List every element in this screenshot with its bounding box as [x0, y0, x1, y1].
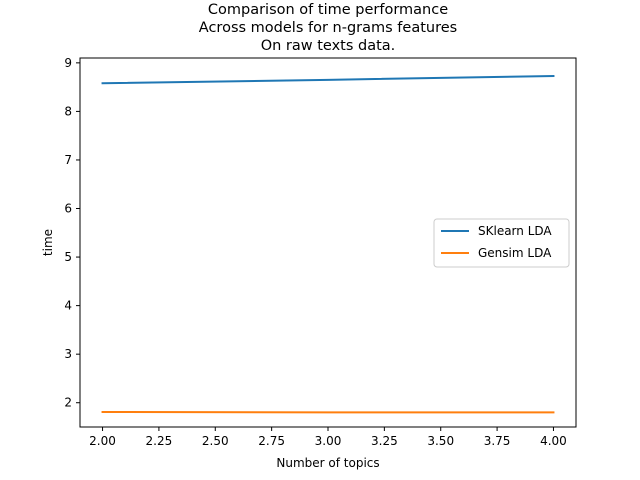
x-tick-label: 2.75 [258, 434, 285, 448]
y-tick-label: 8 [64, 104, 72, 118]
x-tick-label: 2.25 [146, 434, 173, 448]
chart-title-line-3: On raw texts data. [261, 38, 396, 54]
x-tick-label: 3.00 [315, 434, 342, 448]
x-axis-ticks: 2.00 2.25 2.50 2.75 3.00 3.25 3.50 3.75 4.00 [89, 427, 567, 448]
y-tick-label: 4 [64, 299, 72, 313]
x-tick-label: 2.00 [89, 434, 116, 448]
x-tick-label: 3.50 [427, 434, 454, 448]
x-tick-label: 3.75 [484, 434, 511, 448]
y-tick-label: 7 [64, 153, 72, 167]
x-tick-label: 3.25 [371, 434, 398, 448]
plot-area-frame [79, 57, 577, 428]
y-tick-label: 5 [64, 250, 72, 264]
x-tick-label: 2.50 [202, 434, 229, 448]
y-axis-label: time [41, 229, 55, 256]
legend-label-gensim-lda: Gensim LDA [478, 246, 552, 260]
series-line-sklearn-lda [101, 74, 555, 85]
x-axis-label: Number of topics [276, 456, 379, 470]
chart-title-line-2: Across models for n-grams features [199, 20, 457, 36]
y-tick-label: 6 [64, 202, 72, 216]
chart-title-line-1: Comparison of time performance [208, 2, 448, 18]
legend-label-sklearn-lda: SKlearn LDA [478, 224, 552, 238]
chart-title: Comparison of time performance Across mo… [199, 2, 457, 54]
y-axis-ticks: 2 3 4 5 6 7 8 9 [64, 56, 80, 410]
y-tick-label: 2 [64, 396, 72, 410]
y-tick-label: 3 [64, 347, 72, 361]
x-tick-label: 4.00 [540, 434, 567, 448]
legend: SKlearn LDA Gensim LDA [433, 218, 570, 268]
series-layer [101, 74, 555, 414]
y-tick-label: 9 [64, 56, 72, 70]
